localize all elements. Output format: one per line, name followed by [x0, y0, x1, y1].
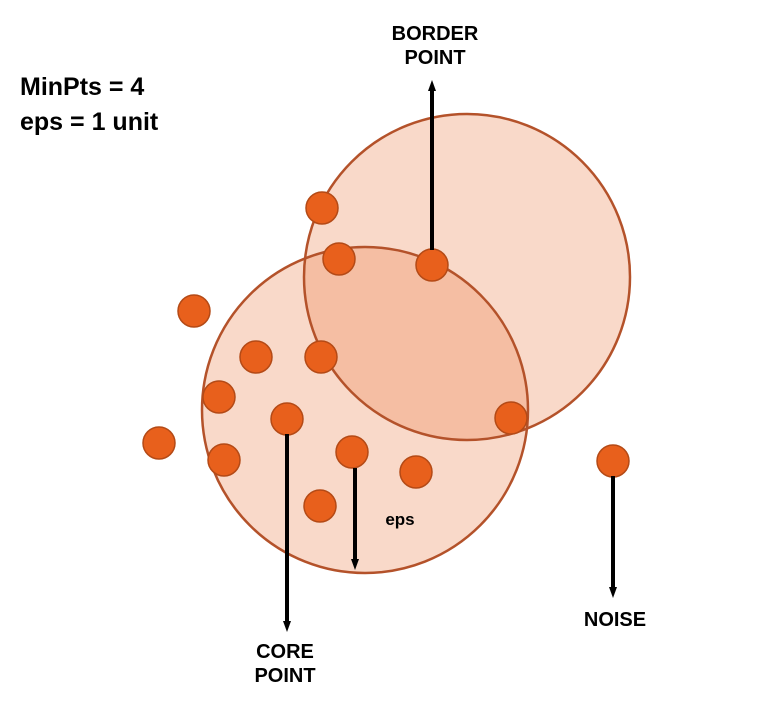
- data-point: [239, 340, 273, 374]
- noise-label: NOISE: [583, 609, 647, 631]
- core-point-arrow: [283, 434, 291, 632]
- core-point-label: CORE POINT: [220, 640, 350, 688]
- core-point-label-line2: POINT: [254, 665, 316, 687]
- data-point: [494, 401, 528, 435]
- border-data-point: [415, 248, 449, 282]
- data-point: [207, 443, 241, 477]
- data-point: [177, 294, 211, 328]
- data-point: [335, 435, 369, 469]
- data-point: [202, 380, 236, 414]
- eps-radius-label: eps: [385, 510, 415, 529]
- border-point-label-line1: BORDER: [391, 23, 479, 45]
- data-point: [142, 426, 176, 460]
- core-neighborhood-outline: [200, 245, 530, 575]
- border-neighborhood-outline: [302, 112, 632, 442]
- minpts-value: MinPts = 4: [20, 73, 145, 101]
- border-point-arrow: [428, 80, 436, 250]
- data-point: [399, 455, 433, 489]
- noise-data-point: [596, 444, 630, 478]
- eps-value: eps = 1 unit: [20, 107, 159, 136]
- core-data-point: [270, 402, 304, 436]
- eps-radius-arrow: [351, 468, 359, 570]
- data-point: [305, 191, 339, 225]
- border-point-label-line2: POINT: [404, 47, 466, 69]
- parameter-text: MinPts = 4 eps = 1 unit: [20, 70, 158, 139]
- noise-arrow: [609, 476, 617, 598]
- data-point: [322, 242, 356, 276]
- data-point: [304, 340, 338, 374]
- core-point-label-line1: CORE: [256, 641, 314, 663]
- data-point: [303, 489, 337, 523]
- border-point-label: BORDER POINT: [370, 22, 500, 70]
